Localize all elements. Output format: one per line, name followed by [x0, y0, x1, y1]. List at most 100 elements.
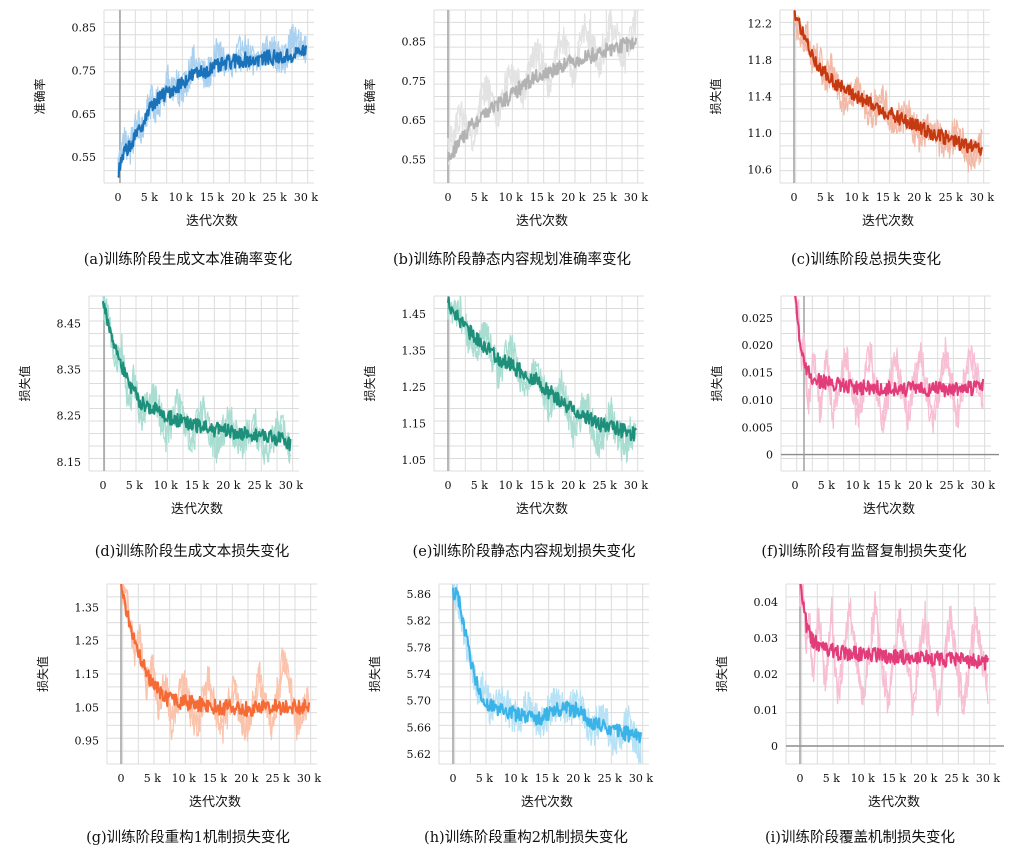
y-tick-label: 0.020: [742, 339, 774, 352]
x-axis-title: 迭代次数: [171, 501, 223, 517]
x-axis-title: 迭代次数: [862, 213, 914, 229]
x-tick-label: 5 k: [818, 479, 835, 492]
y-tick-label: 0.65: [72, 108, 97, 121]
y-tick-label: 5.78: [407, 641, 432, 654]
x-tick-label: 20 k: [234, 772, 258, 785]
grid-a: [103, 9, 314, 184]
panel-caption: (g)训练阶段重构1机制损失变化: [86, 829, 290, 846]
panel-caption: (c)训练阶段总损失变化: [791, 251, 941, 268]
x-tick-label: 20 k: [566, 772, 590, 785]
y-axis-title: 准确率: [362, 78, 377, 114]
x-tick-label: 10 k: [845, 191, 869, 204]
x-tick-label: 20 k: [561, 479, 585, 492]
x-tick-label: 0: [792, 479, 799, 492]
x-tick-label: 25 k: [266, 772, 290, 785]
y-tick-label: 1.15: [75, 668, 100, 681]
series-smoothed-e: [446, 296, 637, 442]
series-smoothed-d: [101, 300, 292, 452]
y-tick-label: 8.15: [57, 456, 82, 469]
y-tick-label: 0.85: [72, 21, 97, 34]
series-raw-2-f: [794, 296, 984, 431]
y-tick-label: 0.85: [402, 35, 427, 48]
x-tick-label: 10 k: [846, 479, 870, 492]
panel-caption: (d)训练阶段生成文本损失变化: [95, 543, 290, 560]
x-tick-label: 20 k: [231, 191, 255, 204]
series-smoothed-c: [793, 10, 984, 156]
y-tick-label: 0.55: [402, 153, 427, 166]
x-tick-label: 25 k: [593, 191, 617, 204]
series-smoothed-g: [120, 584, 311, 718]
y-tick-label: 1.25: [75, 635, 100, 648]
x-tick-label: 15 k: [530, 191, 554, 204]
x-tick-label: 15 k: [203, 772, 227, 785]
series-raw-i: [799, 584, 989, 717]
x-tick-label: 25 k: [939, 191, 963, 204]
y-tick-label: 0.03: [754, 632, 779, 645]
y-tick-label: 1.45: [402, 308, 427, 321]
y-tick-label: 8.25: [57, 410, 82, 423]
x-tick-label: 30 k: [970, 191, 994, 204]
y-tick-label: 0.65: [402, 114, 427, 127]
x-tick-label: 30 k: [971, 479, 995, 492]
x-tick-label: 0: [445, 191, 452, 204]
x-tick-label: 10 k: [169, 191, 193, 204]
y-tick-label: 0.01: [754, 704, 779, 717]
x-tick-label: 0: [791, 191, 798, 204]
x-tick-label: 20 k: [216, 479, 240, 492]
y-tick-label: 5.62: [407, 748, 432, 761]
y-tick-label: 0.75: [72, 65, 97, 78]
x-tick-label: 30 k: [294, 191, 318, 204]
x-tick-label: 25 k: [940, 479, 964, 492]
panel-i: 0 0.01 0.02 0.03 0.04 0 5 k 10 k 15 k 20 k 25 k 30 …: [714, 583, 1004, 846]
x-tick-label: 10 k: [504, 772, 528, 785]
series-raw-2-b: [447, 11, 637, 152]
x-tick-label: 5 k: [476, 772, 493, 785]
series-smoothed-a: [117, 44, 308, 179]
x-tick-label: 10 k: [172, 772, 196, 785]
y-axis-title: 损失值: [17, 365, 32, 401]
x-tick-label: 5 k: [141, 191, 158, 204]
series-raw-e: [447, 296, 637, 464]
series-smoothed-f: [794, 296, 985, 398]
series-raw-2-h: [452, 584, 642, 764]
x-axis-title: 迭代次数: [186, 213, 238, 229]
x-tick-label: 15 k: [535, 772, 559, 785]
y-axis-title: 损失值: [708, 78, 723, 114]
x-tick-label: 5 k: [471, 479, 488, 492]
x-tick-label: 30 k: [624, 479, 648, 492]
y-tick-label: 0.010: [742, 394, 774, 407]
x-tick-label: 15 k: [882, 772, 906, 785]
x-tick-label: 10 k: [499, 191, 523, 204]
panel-caption: (i)训练阶段覆盖机制损失变化: [765, 829, 955, 846]
y-axis-title: 损失值: [35, 656, 50, 692]
y-tick-label: 1.35: [402, 345, 427, 358]
x-tick-label: 25 k: [945, 772, 969, 785]
panel-g: 0.95 1.05 1.15 1.25 1.35 0 5 k 10 k 15 k 20 k 25 k…: [35, 583, 321, 846]
panel-caption: (e)训练阶段静态内容规划损失变化: [413, 543, 636, 560]
y-tick-label: 11.8: [748, 54, 773, 67]
panel-caption: (b)训练阶段静态内容规划准确率变化: [393, 251, 631, 268]
x-tick-label: 25 k: [248, 479, 272, 492]
y-tick-label: 5.66: [407, 721, 432, 734]
y-tick-label: 1.25: [402, 381, 427, 394]
series-raw-h: [453, 584, 642, 764]
y-tick-label: 1.35: [75, 601, 100, 614]
x-tick-label: 0: [450, 772, 457, 785]
y-tick-label: 11.0: [748, 127, 773, 140]
y-tick-label: 0.015: [742, 367, 774, 380]
x-tick-label: 5 k: [817, 191, 834, 204]
x-axis-title: 迭代次数: [516, 213, 568, 229]
y-axis-title: 准确率: [32, 78, 47, 114]
grid-e: [433, 295, 644, 472]
x-tick-label: 30 k: [629, 772, 653, 785]
x-tick-label: 10 k: [499, 479, 523, 492]
y-tick-label: 1.15: [402, 418, 427, 431]
y-tick-label: 8.35: [57, 364, 82, 377]
y-tick-label: 1.05: [75, 701, 100, 714]
series-smoothed-b: [446, 36, 638, 162]
y-tick-label: 0.04: [754, 596, 779, 609]
panel-caption: (a)训练阶段生成文本准确率变化: [84, 251, 292, 268]
y-tick-label: 5.70: [407, 695, 432, 708]
x-tick-label: 30 k: [279, 479, 303, 492]
grid-c: [779, 9, 990, 184]
